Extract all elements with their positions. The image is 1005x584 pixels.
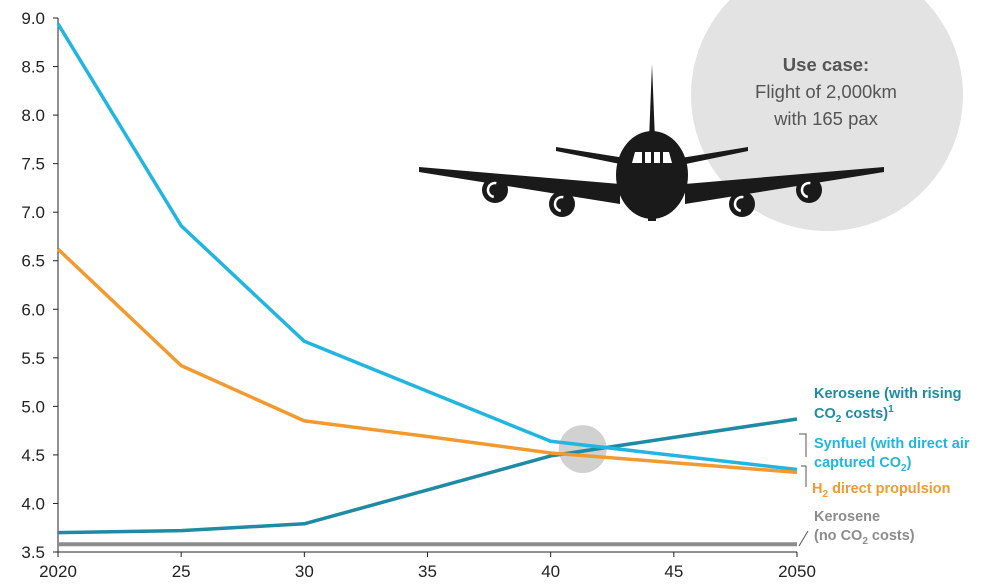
intersection-highlight <box>558 425 607 474</box>
x-tick-label: 35 <box>418 562 437 581</box>
callout-heading: Use case: <box>783 54 869 75</box>
callout-line-1: Flight of 2,000km <box>755 81 897 102</box>
y-tick-label: 4.0 <box>21 494 45 513</box>
x-tick-label: 45 <box>664 562 683 581</box>
legend-leaders <box>798 433 809 547</box>
y-tick-label: 7.0 <box>21 203 45 222</box>
x-tick-label: 40 <box>541 562 560 581</box>
legend-kerosene-none-line1: Kerosene <box>814 509 880 525</box>
synfuel-leader <box>799 433 807 457</box>
callout-circle <box>691 0 963 231</box>
legend-kerosene-none-line2: (no CO2 costs) <box>814 528 915 547</box>
y-tick-label: 5.5 <box>21 349 45 368</box>
x-tick-label: 2020 <box>39 562 77 581</box>
engine-inner-left <box>549 191 575 217</box>
y-tick-label: 7.5 <box>21 155 45 174</box>
y-tick-label: 9.0 <box>21 9 45 28</box>
y-tick-label: 8.5 <box>21 58 45 77</box>
callout-line-2: with 165 pax <box>773 108 879 129</box>
legend-kerosene-rising-line1: Kerosene (with rising <box>814 386 961 402</box>
engine-inner-right <box>729 191 755 217</box>
kerosene-none-leader <box>798 530 809 547</box>
y-tick-label: 4.5 <box>21 446 45 465</box>
series-line-synfuel <box>56 22 798 472</box>
use-case-callout: Use case: Flight of 2,000km with 165 pax <box>691 0 963 231</box>
series-line-h2 <box>56 247 798 475</box>
h2-leader <box>801 465 807 487</box>
legend-h2: H2 direct propulsion <box>812 481 951 500</box>
legend-kerosene-rising-line2: CO2 costs)1 <box>814 404 894 425</box>
x-tick-label: 25 <box>172 562 191 581</box>
x-axis-ticks: 2020 25 30 35 40 45 2050 <box>39 552 816 581</box>
x-tick-label: 30 <box>295 562 314 581</box>
engine-outer-right <box>796 177 822 203</box>
y-tick-label: 5.0 <box>21 397 45 416</box>
legend-synfuel-line2: captured CO2) <box>814 455 912 474</box>
aircraft-icon <box>419 64 884 221</box>
y-tick-label: 8.0 <box>21 106 45 125</box>
y-tick-label: 6.5 <box>21 252 45 271</box>
y-tick-label: 3.5 <box>21 543 45 562</box>
series-group <box>56 22 798 547</box>
legend: Kerosene (with rising CO2 costs)1 Synfue… <box>812 386 970 547</box>
y-tick-label: 6.0 <box>21 300 45 319</box>
engine-outer-left <box>482 177 508 203</box>
legend-synfuel-line1: Synfuel (with direct air <box>814 436 970 452</box>
x-tick-label: 2050 <box>778 562 816 581</box>
y-axis-ticks: 3.5 4.0 4.5 5.0 5.5 6.0 6.5 7.0 7.5 8.0 8.5 9.0 <box>21 9 58 562</box>
series-line-kerosene-rising <box>57 417 798 535</box>
